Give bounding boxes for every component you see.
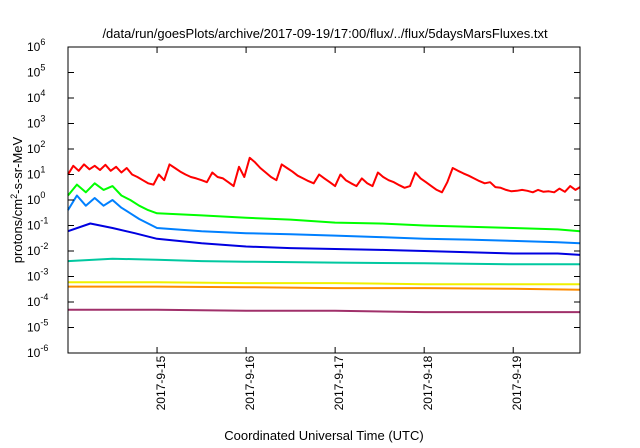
y-tick-label: 10-4: [27, 292, 48, 309]
y-tick-label: 104: [27, 88, 45, 105]
series-2-line: [67, 194, 581, 245]
chart-title: /data/run/goesPlots/archive/2017-09-19/1…: [102, 26, 548, 41]
y-tick-label: 10-5: [27, 318, 48, 335]
series-0-line: [67, 156, 581, 194]
ticks-layer: 10-6 10-5 10-4 10-3 10-2 10-1 100 101 102 103 104 1…: [27, 37, 580, 410]
y-tick-label: 101: [27, 165, 45, 182]
y-tick-label: 103: [27, 114, 45, 131]
y-tick-label: 10-1: [27, 216, 48, 233]
y-tick-label: 102: [27, 139, 45, 156]
y-tick-label: 10-3: [27, 267, 48, 284]
series-1-line: [67, 182, 581, 233]
x-tick-label: 2017-9-17: [332, 355, 346, 410]
y-tick-label: 100: [27, 190, 45, 207]
x-axis-label: Coordinated Universal Time (UTC): [224, 428, 423, 443]
series-3-line: [67, 222, 581, 256]
y-axis-label-rest: -s-sr-MeV: [10, 136, 25, 193]
x-tick-label: 2017-9-19: [510, 355, 524, 410]
y-tick-label: 10-2: [27, 241, 48, 258]
series-layer: [67, 156, 581, 314]
x-tick-label: 2017-9-16: [243, 355, 257, 410]
series-7-line: [68, 308, 580, 314]
y-tick-label: 106: [27, 37, 45, 54]
y-axis-label-superscript: 2: [9, 194, 19, 199]
series-6-line: [68, 281, 580, 286]
x-tick-label: 2017-9-18: [421, 355, 435, 410]
y-axis-label-main: protons/cm: [10, 199, 25, 263]
series-4-line: [67, 257, 580, 266]
series-5-line: [68, 285, 581, 291]
y-tick-label: 105: [27, 63, 45, 80]
y-axis-label: protons/cm2-s-sr-MeV: [9, 136, 25, 263]
y-tick-label: 10-6: [27, 343, 48, 360]
x-tick-label: 2017-9-15: [154, 355, 168, 410]
